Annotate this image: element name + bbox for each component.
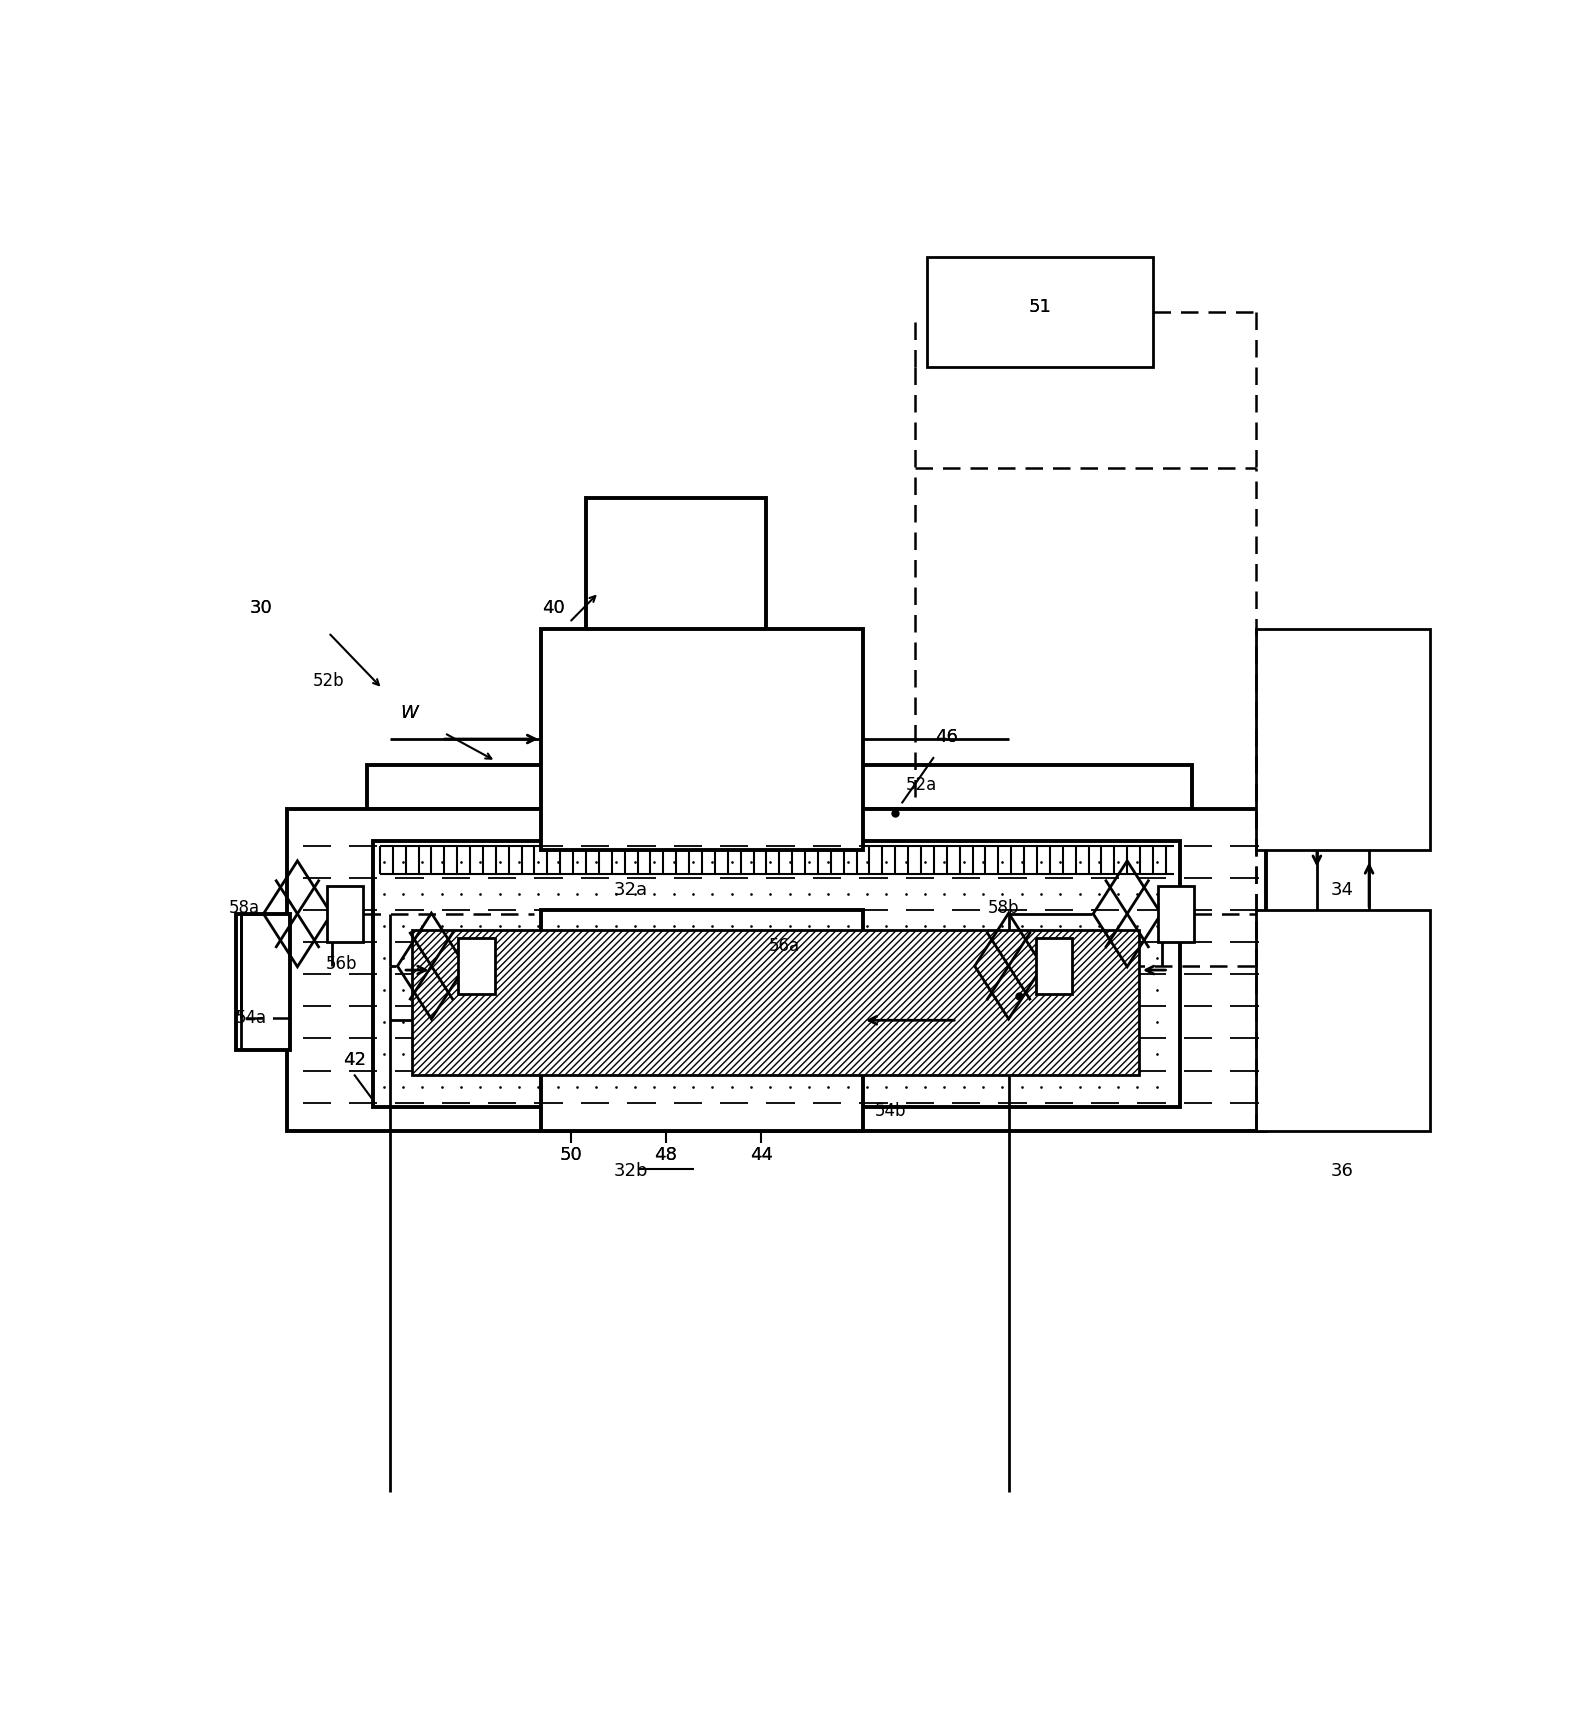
Text: 42: 42 (343, 1052, 365, 1069)
Text: W: W (401, 704, 418, 722)
Text: 48: 48 (654, 1145, 677, 1164)
Text: 54b: 54b (875, 1102, 907, 1119)
Text: W: W (401, 704, 418, 722)
Text: 30: 30 (251, 599, 273, 618)
Text: 56a: 56a (769, 937, 800, 956)
Bar (287, 809, 1266, 1131)
Text: 32b: 32b (614, 1162, 648, 1180)
Text: 50: 50 (559, 1145, 583, 1164)
Text: 51: 51 (1029, 298, 1052, 317)
Text: 42: 42 (343, 1052, 365, 1069)
Text: 52a: 52a (905, 777, 937, 794)
Text: 51: 51 (1029, 298, 1052, 317)
Bar (586, 498, 766, 689)
Text: 34: 34 (1331, 880, 1353, 899)
Text: 40: 40 (543, 599, 565, 618)
Text: 32a: 32a (614, 880, 648, 899)
Text: 52b: 52b (313, 672, 345, 691)
Bar (1256, 629, 1430, 849)
Bar (1036, 938, 1073, 994)
Text: 58b: 58b (988, 899, 1020, 916)
Bar (412, 930, 1140, 1075)
Text: 50: 50 (559, 1145, 583, 1164)
Bar (236, 914, 290, 1050)
Bar (1159, 885, 1194, 942)
Bar (541, 909, 863, 1131)
Bar (367, 765, 1192, 809)
Bar (1266, 914, 1320, 1050)
Text: 46: 46 (935, 728, 958, 746)
Text: 46: 46 (935, 728, 958, 746)
Bar (1256, 909, 1430, 1131)
Text: 54a: 54a (236, 1009, 267, 1028)
Text: 30: 30 (251, 599, 273, 618)
Text: 56b: 56b (326, 956, 358, 973)
Bar (327, 885, 364, 942)
Bar (373, 842, 1179, 1107)
Text: 44: 44 (750, 1145, 772, 1164)
Bar (458, 938, 495, 994)
Text: 48: 48 (654, 1145, 677, 1164)
Text: 58a: 58a (230, 899, 260, 916)
Text: 44: 44 (750, 1145, 772, 1164)
Bar (541, 629, 863, 849)
Bar (927, 257, 1152, 367)
Text: 36: 36 (1331, 1162, 1353, 1180)
Text: 40: 40 (543, 599, 565, 618)
